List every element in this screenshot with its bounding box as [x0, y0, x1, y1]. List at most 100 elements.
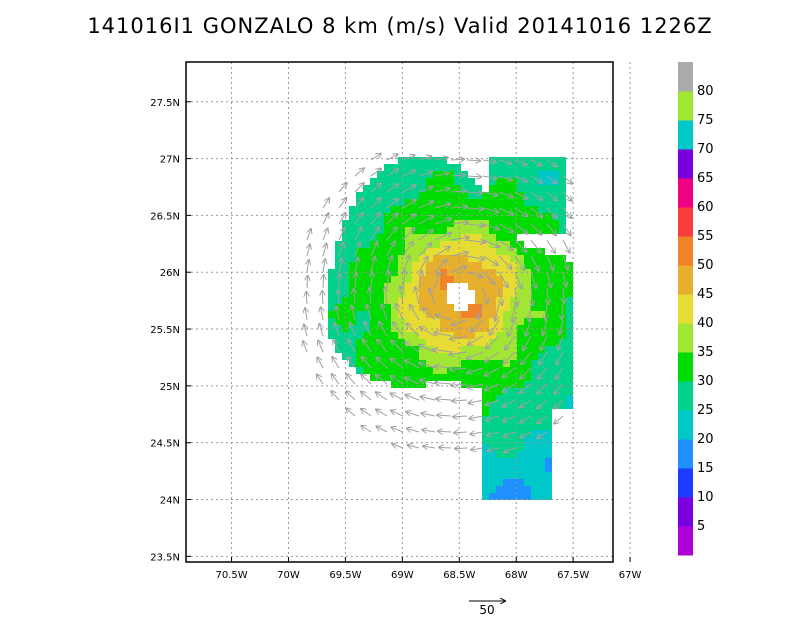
wind-speed-cell [559, 220, 566, 227]
wind-speed-cell [335, 276, 342, 283]
colorbar-label: 60 [697, 200, 714, 215]
wind-vector [348, 340, 356, 353]
wind-speed-cell [405, 381, 412, 388]
wind-speed-cell [398, 276, 405, 283]
wind-speed-cell [510, 493, 517, 500]
wind-speed-cell [503, 304, 510, 311]
wind-speed-cell [482, 409, 489, 416]
wind-speed-cell [356, 192, 363, 199]
wind-vector [436, 399, 452, 400]
wind-speed-cell [391, 283, 398, 290]
wind-speed-cell [482, 220, 489, 227]
wind-speed-cell [370, 318, 377, 325]
wind-speed-cell [489, 423, 496, 430]
wind-vector [514, 159, 527, 165]
wind-speed-cell [559, 388, 566, 395]
wind-speed-cell [384, 248, 391, 255]
wind-vector [438, 431, 452, 432]
wind-speed-cell [510, 185, 517, 192]
wind-vector [402, 155, 415, 161]
wind-speed-cell [433, 157, 440, 164]
wind-speed-cell [426, 332, 433, 339]
wind-speed-cell [440, 304, 447, 311]
wind-speed-cell [538, 367, 545, 374]
chart-title: 141016I1 GONZALO 8 km (m/s) Valid 201410… [87, 14, 713, 38]
wind-speed-cell [503, 451, 510, 458]
wind-vector [307, 229, 311, 241]
wind-speed-cell [405, 353, 412, 360]
wind-vector [530, 255, 539, 270]
wind-vector [391, 358, 404, 369]
wind-speed-cell [433, 192, 440, 199]
wind-speed-cell [552, 206, 559, 213]
wind-vector [418, 216, 433, 225]
wind-speed-cell [531, 290, 538, 297]
wind-speed-cell [363, 283, 370, 290]
wind-speed-cell [349, 332, 356, 339]
wind-speed-cell [566, 353, 573, 360]
wind-speed-cell [391, 262, 398, 269]
wind-speed-cell [391, 234, 398, 241]
wind-vector [531, 287, 533, 305]
wind-speed-cell [433, 199, 440, 206]
wind-speed-cell [328, 332, 335, 339]
wind-speed-cell [335, 269, 342, 276]
wind-speed-cell [377, 192, 384, 199]
wind-speed-cell [433, 185, 440, 192]
wind-speed-cell [468, 332, 475, 339]
wind-speed-cell [454, 185, 461, 192]
wind-speed-cell [328, 318, 335, 325]
wind-speed-cell [552, 178, 559, 185]
wind-speed-cell [531, 423, 538, 430]
wind-speed-cell [440, 234, 447, 241]
wind-speed-cell [398, 262, 405, 269]
wind-speed-cell [566, 374, 573, 381]
wind-speed-cell [559, 276, 566, 283]
wind-speed-cell [468, 248, 475, 255]
wind-speed-cell [531, 451, 538, 458]
wind-speed-cell [412, 318, 419, 325]
wind-speed-cell [496, 325, 503, 332]
wind-speed-cell [538, 486, 545, 493]
wind-speed-cell [489, 479, 496, 486]
wind-vector [323, 259, 325, 273]
wind-speed-cell [384, 213, 391, 220]
wind-speed-cell [545, 269, 552, 276]
wind-speed-cell [461, 311, 468, 318]
wind-speed-cell [545, 493, 552, 500]
wind-vector [323, 275, 324, 289]
wind-vector [370, 257, 375, 273]
wind-speed-cell [398, 213, 405, 220]
wind-speed-cell [391, 346, 398, 353]
wind-speed-cell [510, 262, 517, 269]
wind-vector [538, 367, 548, 379]
wind-vector [560, 319, 563, 334]
wind-vector [514, 271, 522, 288]
wind-speed-cell [468, 318, 475, 325]
wind-speed-cell [489, 381, 496, 388]
wind-speed-cell [391, 325, 398, 332]
wind-speed-cell [524, 178, 531, 185]
wind-vector [319, 324, 323, 337]
wind-speed-cell [552, 269, 559, 276]
wind-speed-cell [363, 227, 370, 234]
wind-speed-cell [447, 241, 454, 248]
wind-vector [488, 448, 500, 451]
wind-speed-cell [482, 269, 489, 276]
wind-vector [405, 342, 420, 353]
wind-speed-cell [363, 206, 370, 213]
wind-speed-cell [384, 234, 391, 241]
wind-vector [546, 159, 557, 166]
wind-vector [530, 191, 542, 200]
wind-speed-cell [363, 311, 370, 318]
wind-speed-cell [468, 360, 475, 367]
wind-speed-cell [524, 304, 531, 311]
wind-speed-cell [517, 213, 524, 220]
wind-speed-cell [356, 346, 363, 353]
wind-vector [434, 204, 450, 209]
wind-speed-cell [496, 437, 503, 444]
wind-speed-cell [447, 276, 454, 283]
wind-vector [514, 175, 527, 182]
wind-speed-cell [538, 248, 545, 255]
wind-speed-cell [349, 346, 356, 353]
